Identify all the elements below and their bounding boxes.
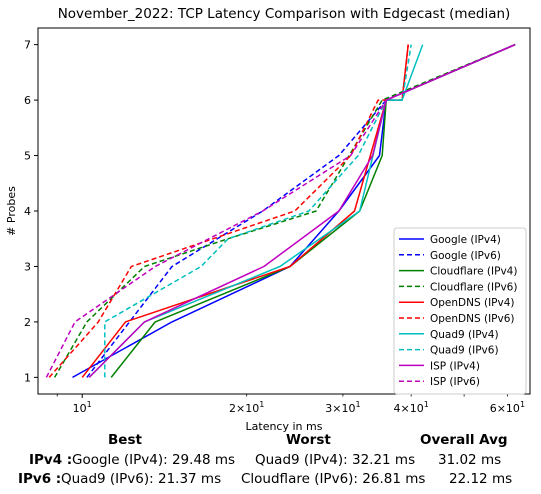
x-tick-label-40: 4×101 [394, 400, 429, 415]
legend-label-google-ipv4: Google (IPv4) [430, 234, 501, 246]
y-tick-label-4: 4 [24, 205, 31, 218]
y-tick-label-6: 6 [24, 94, 31, 107]
legend-label-opendns-ipv6: OpenDNS (IPv6) [430, 313, 515, 325]
legend-label-isp-ipv6: ISP (IPv6) [430, 376, 480, 388]
legend-box [393, 227, 527, 395]
x-tick-label-30: 3×101 [325, 400, 360, 415]
y-tick-label-5: 5 [24, 150, 31, 163]
legend-label-google-ipv6: Google (IPv6) [430, 250, 501, 262]
series-line-opendns-ipv6 [48, 44, 409, 378]
x-tick-label-20: 2×101 [229, 400, 264, 415]
series-line-isp-ipv6 [45, 43, 516, 378]
legend-label-quad9-ipv6: Quad9 (IPv6) [430, 345, 499, 357]
legend: Google (IPv4) Google (IPv6) Cloudflare (IP… [393, 227, 527, 395]
x-tick-label-60: 6×101 [490, 400, 525, 415]
y-axis: 1 2 3 4 5 6 7 [24, 39, 38, 384]
legend-label-opendns-ipv4: OpenDNS (IPv4) [430, 297, 515, 309]
y-axis-label: # Probes [5, 186, 18, 236]
legend-label-isp-ipv4: ISP (IPv4) [430, 360, 480, 372]
x-axis-label: Latency in ms [246, 420, 323, 433]
legend-label-quad9-ipv4: Quad9 (IPv4) [430, 329, 499, 341]
y-tick-label-2: 2 [24, 316, 31, 329]
x-tick-label-10: 101 [73, 400, 92, 415]
chart-title: November_2022: TCP Latency Comparison wi… [58, 6, 511, 22]
series-line-quad9-ipv6 [104, 44, 412, 378]
y-tick-label-3: 3 [24, 260, 31, 273]
y-tick-label-1: 1 [24, 371, 31, 384]
x-axis: 101 2×101 3×101 4×101 6×101 [56, 394, 525, 415]
legend-label-cloudflare-ipv6: Cloudflare (IPv6) [430, 281, 517, 293]
legend-label-cloudflare-ipv4: Cloudflare (IPv4) [430, 266, 517, 278]
y-tick-label-7: 7 [24, 39, 31, 52]
series-layer [45, 43, 516, 379]
series-line-cloudflare-ipv6 [53, 43, 516, 378]
